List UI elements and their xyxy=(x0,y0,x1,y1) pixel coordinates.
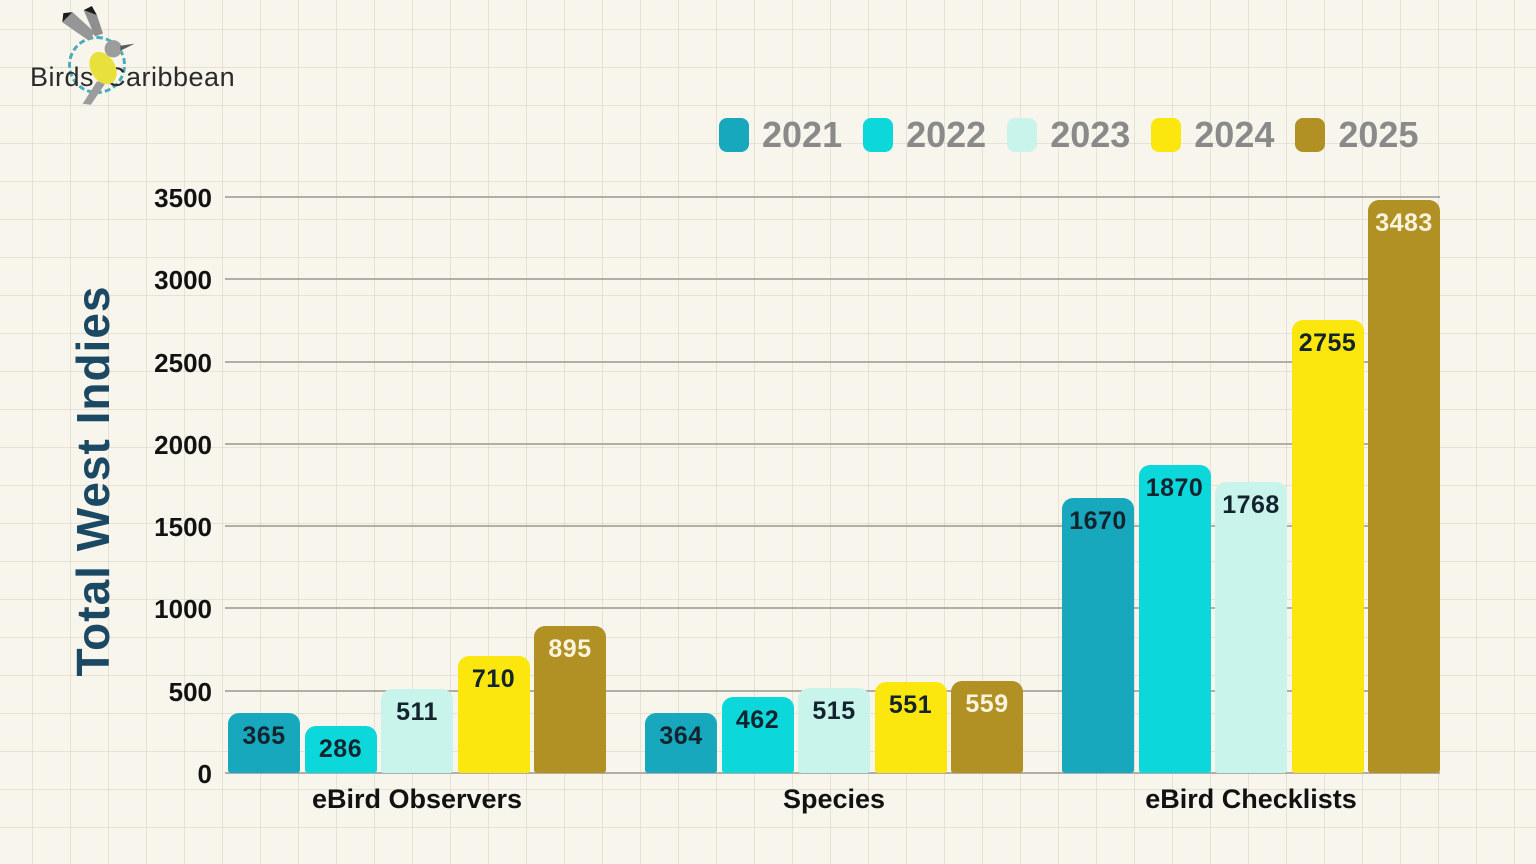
bar-2023-ebird-checklists: 1768 xyxy=(1215,482,1287,773)
legend-item-2025: 2025 xyxy=(1295,114,1418,156)
bar-value-label: 710 xyxy=(471,665,516,693)
bird-icon xyxy=(62,6,135,105)
bar-2022-ebird-checklists: 1870 xyxy=(1138,465,1211,773)
brand-name-caribbean: Caribbean xyxy=(106,62,236,92)
bar-value-label: 1670 xyxy=(1069,507,1127,535)
legend-swatch-2024 xyxy=(1151,118,1182,152)
bar-2022-species: 462 xyxy=(721,697,794,773)
bar-value-label: 2755 xyxy=(1298,329,1357,357)
bar-value-label: 515 xyxy=(812,697,856,725)
gridline-2000 xyxy=(225,442,1440,445)
legend-swatch-2022 xyxy=(863,118,894,152)
bar-2021-ebird-checklists: 1670 xyxy=(1062,498,1134,773)
legend-item-2024: 2024 xyxy=(1151,114,1274,156)
gridline-1000 xyxy=(225,607,1440,610)
y-tick-label-2500: 2500 xyxy=(154,347,212,378)
gridline-2500 xyxy=(225,360,1440,363)
bar-value-label: 1768 xyxy=(1222,491,1280,519)
bar-value-label: 1870 xyxy=(1145,474,1204,502)
legend-label-2025: 2025 xyxy=(1338,114,1419,155)
brand-name-birds: Birds xyxy=(30,62,95,92)
category-label-ebird-observers: eBird Observers xyxy=(311,784,523,814)
gridline-1500 xyxy=(225,525,1440,528)
y-tick-label-1000: 1000 xyxy=(154,594,212,625)
bar-2023-species: 515 xyxy=(798,688,870,773)
bar-value-label: 551 xyxy=(888,691,933,719)
y-tick-label-3500: 3500 xyxy=(154,183,212,213)
category-label-species: Species xyxy=(782,784,886,814)
y-axis-title: Total West Indies xyxy=(67,285,119,677)
y-tick-label-3000: 3000 xyxy=(154,265,212,296)
y-tick-label-2000: 2000 xyxy=(154,429,212,460)
bar-2025-ebird-observers: 895 xyxy=(534,626,606,773)
bar-2024-species: 551 xyxy=(874,682,947,773)
bar-value-label: 895 xyxy=(548,635,592,663)
bar-2025-ebird-checklists: 3483 xyxy=(1368,200,1440,773)
legend-label-2022: 2022 xyxy=(906,114,987,155)
bar-2021-species: 364 xyxy=(645,713,717,773)
bar-2023-ebird-observers: 511 xyxy=(381,689,453,773)
bar-2024-ebird-checklists: 2755 xyxy=(1291,320,1364,773)
legend-item-2022: 2022 xyxy=(863,114,986,156)
bar-2025-species: 559 xyxy=(951,681,1023,773)
legend-swatch-2021 xyxy=(719,118,749,152)
legend-label-2021: 2021 xyxy=(762,114,843,155)
bar-value-label: 462 xyxy=(735,706,780,734)
y-tick-label-500: 500 xyxy=(168,676,212,707)
gridline-0 xyxy=(225,772,1440,774)
legend-swatch-2023 xyxy=(1007,118,1038,152)
legend-item-2021: 2021 xyxy=(719,114,842,156)
y-tick-label-1500: 1500 xyxy=(154,512,212,543)
y-tick-label-0: 0 xyxy=(197,759,212,789)
bar-2024-ebird-observers: 710 xyxy=(457,656,530,773)
bar-2022-ebird-observers: 286 xyxy=(304,726,377,773)
bar-value-label: 511 xyxy=(396,698,438,726)
gridline-3000 xyxy=(225,278,1440,281)
legend-swatch-2025 xyxy=(1295,118,1326,152)
bar-value-label: 559 xyxy=(965,690,1009,718)
brand-logo: Birds Caribbean xyxy=(28,6,268,118)
category-label-ebird-checklists: eBird Checklists xyxy=(1145,784,1357,814)
gridline-3500 xyxy=(225,196,1440,198)
bar-value-label: 3483 xyxy=(1375,209,1433,237)
bar-value-label: 286 xyxy=(318,735,363,763)
legend-item-2023: 2023 xyxy=(1007,114,1130,156)
bar-2021-ebird-observers: 365 xyxy=(228,713,300,773)
chart-legend: 2021 2022 2023 2024 2025 xyxy=(719,114,1418,156)
legend-label-2024: 2024 xyxy=(1194,114,1275,155)
legend-label-2023: 2023 xyxy=(1050,114,1131,155)
bar-value-label: 365 xyxy=(242,722,286,750)
bar-value-label: 364 xyxy=(659,722,703,750)
